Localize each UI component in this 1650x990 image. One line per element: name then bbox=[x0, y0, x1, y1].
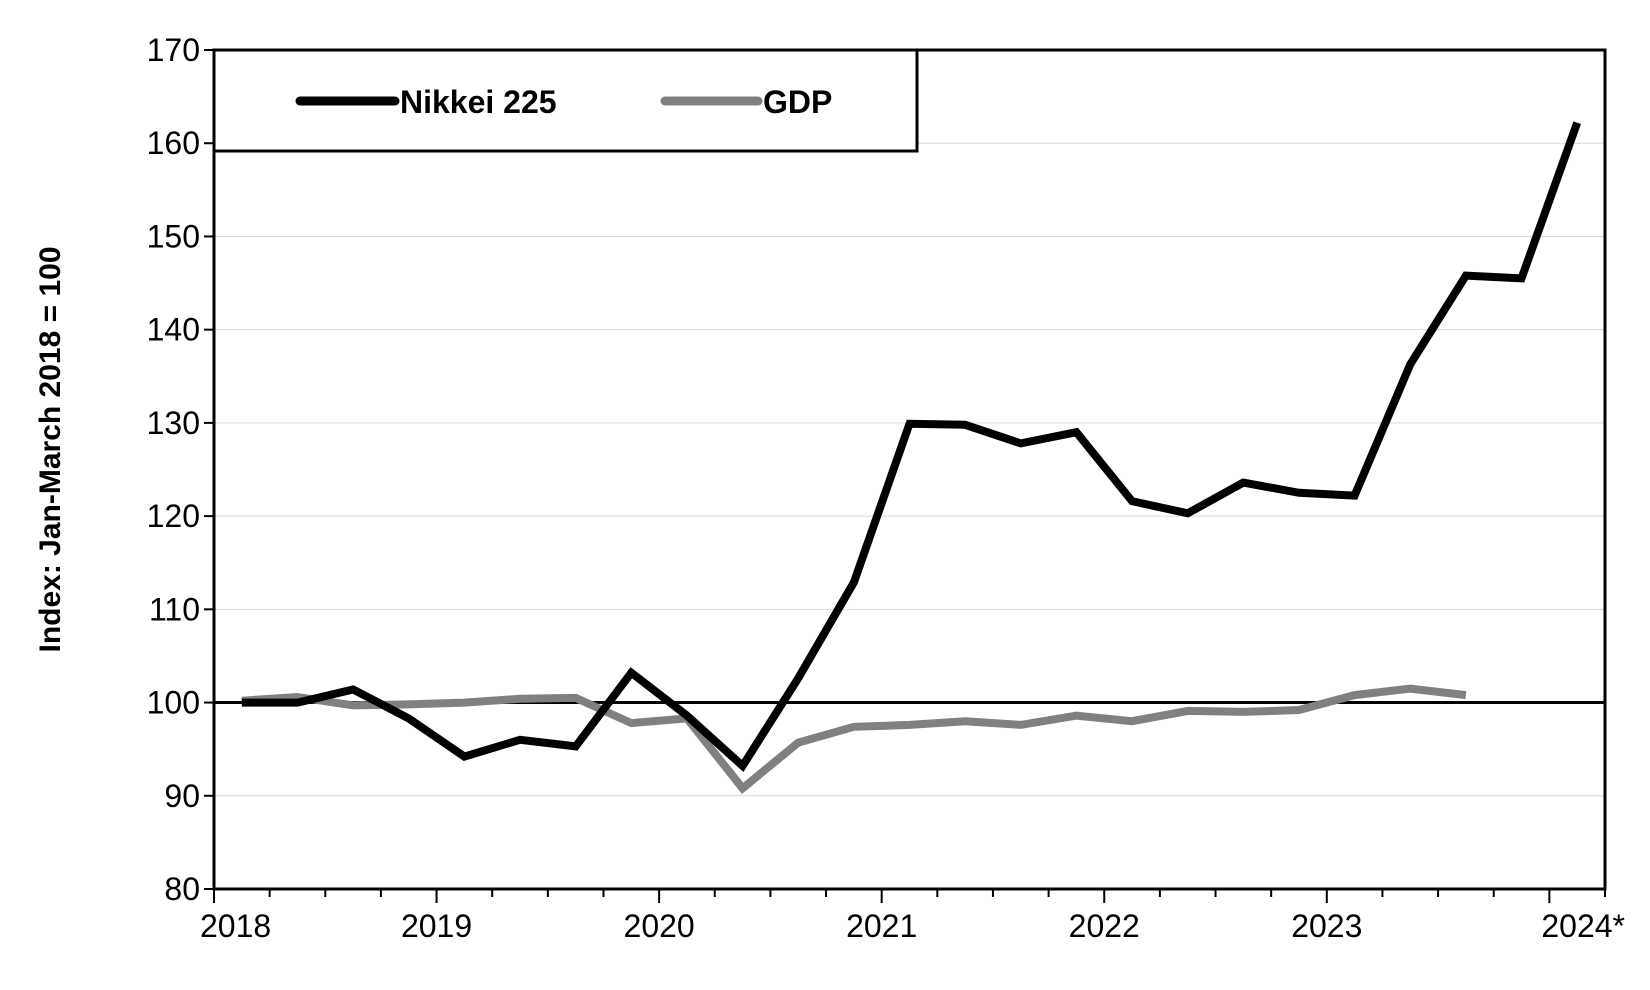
y-tick-label-160: 160 bbox=[147, 125, 200, 161]
y-tick-label-150: 150 bbox=[147, 218, 200, 254]
x-tick-label-5: 2023 bbox=[1291, 908, 1362, 944]
x-axis-ticks: 2018 2019 2020 2021 2022 2023 2024* bbox=[200, 889, 1625, 944]
series-line-gdp bbox=[241, 684, 1467, 794]
x-tick-label-3: 2021 bbox=[846, 908, 917, 944]
series-line-nikkei-225 bbox=[241, 121, 1581, 773]
y-tick-label-80: 80 bbox=[164, 871, 200, 907]
x-tick-label-2: 2020 bbox=[624, 908, 695, 944]
y-tick-label-130: 130 bbox=[147, 405, 200, 441]
y-tick-label-90: 90 bbox=[164, 778, 200, 814]
y-axis-ticks: 80 90 100 110 120 130 140 150 160 170 bbox=[147, 32, 214, 907]
y-axis-title: Index: Jan-March 2018 = 100 bbox=[34, 246, 67, 652]
y-tick-label-120: 120 bbox=[147, 498, 200, 534]
y-tick-label-110: 110 bbox=[149, 591, 200, 627]
plot-area-frame bbox=[212, 48, 1607, 891]
y-tick-label-100: 100 bbox=[147, 685, 200, 721]
x-tick-label-0: 2018 bbox=[200, 908, 271, 944]
series-lines bbox=[241, 121, 1581, 794]
y-tick-label-140: 140 bbox=[147, 312, 200, 348]
legend: Nikkei 225 GDP bbox=[212, 48, 919, 153]
gridlines bbox=[214, 142, 1605, 797]
legend-label-gdp: GDP bbox=[763, 84, 832, 120]
x-tick-label-4: 2022 bbox=[1069, 908, 1140, 944]
y-tick-label-170: 170 bbox=[147, 32, 200, 68]
x-tick-label-6: 2024* bbox=[1541, 908, 1625, 944]
legend-label-nikkei: Nikkei 225 bbox=[400, 84, 557, 120]
x-tick-label-1: 2019 bbox=[401, 908, 472, 944]
